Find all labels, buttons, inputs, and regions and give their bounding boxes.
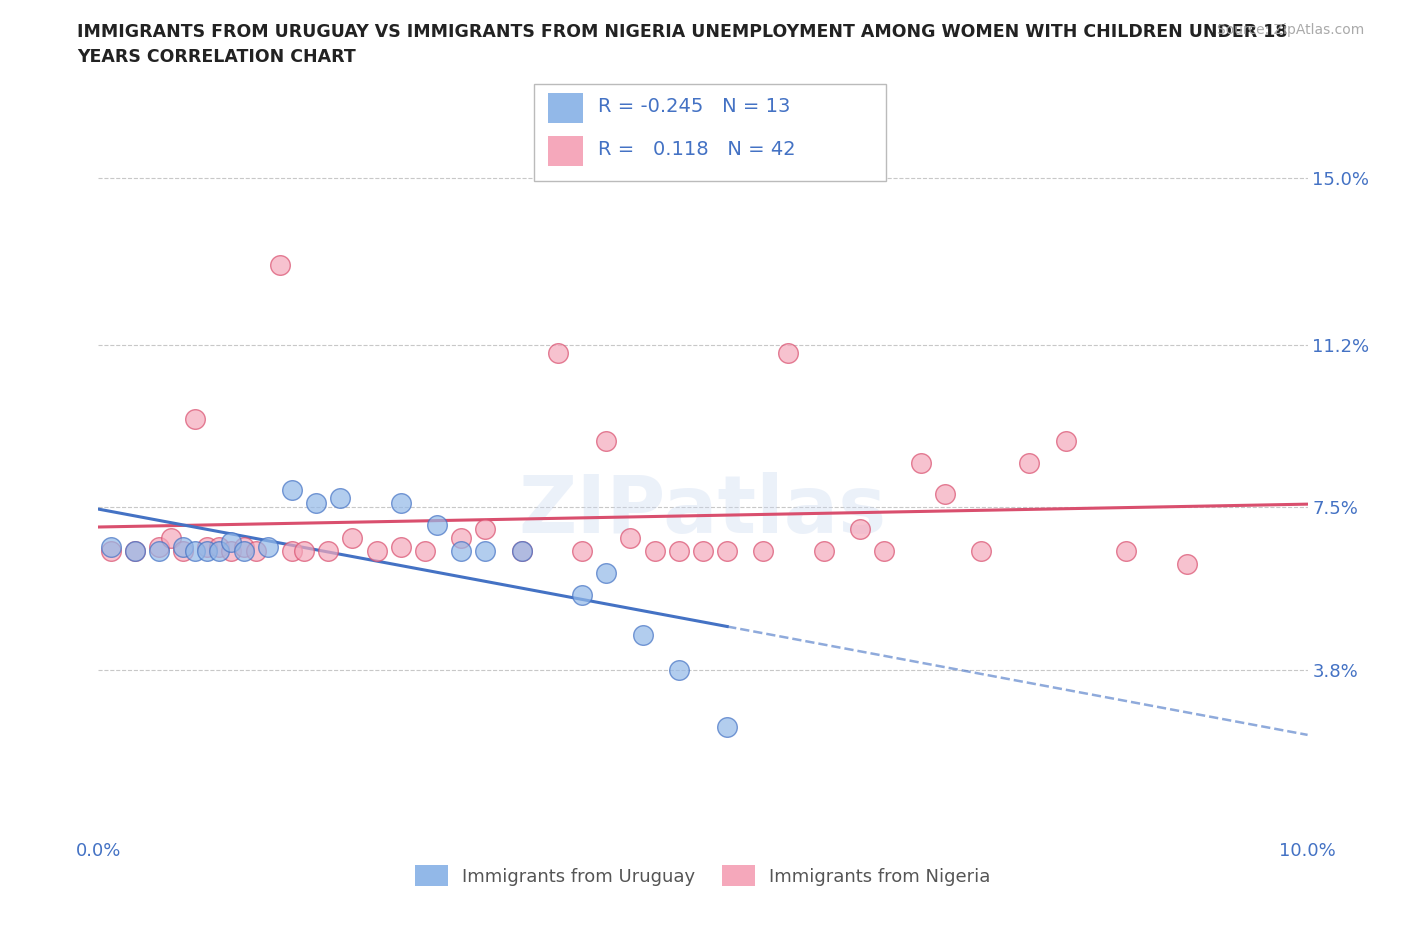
- Point: [595, 565, 617, 580]
- Point: [208, 539, 231, 554]
- Point: [692, 544, 714, 559]
- Point: [221, 544, 243, 559]
- Point: [281, 483, 304, 498]
- Text: Source: ZipAtlas.com: Source: ZipAtlas.com: [1216, 23, 1364, 37]
- Point: [124, 544, 146, 559]
- Point: [776, 346, 799, 361]
- Point: [195, 544, 218, 559]
- Point: [813, 544, 835, 559]
- Text: R = -0.245   N = 13: R = -0.245 N = 13: [598, 98, 790, 116]
- Point: [184, 412, 207, 427]
- Point: [716, 544, 738, 559]
- Point: [292, 544, 315, 559]
- Point: [752, 544, 775, 559]
- Point: [329, 491, 352, 506]
- Point: [160, 531, 183, 546]
- Point: [510, 544, 533, 559]
- Point: [172, 544, 194, 559]
- Point: [716, 720, 738, 735]
- Point: [1054, 434, 1077, 449]
- Point: [450, 531, 472, 546]
- Point: [232, 539, 254, 554]
- Point: [232, 544, 254, 559]
- Legend: Immigrants from Uruguay, Immigrants from Nigeria: Immigrants from Uruguay, Immigrants from…: [408, 858, 998, 893]
- Point: [100, 544, 122, 559]
- Point: [619, 531, 641, 546]
- Point: [172, 539, 194, 554]
- Point: [148, 544, 170, 559]
- Point: [184, 544, 207, 559]
- Point: [413, 544, 436, 559]
- Point: [148, 539, 170, 554]
- Point: [1018, 456, 1040, 471]
- Point: [281, 544, 304, 559]
- Point: [389, 496, 412, 511]
- Point: [547, 346, 569, 361]
- Point: [474, 544, 496, 559]
- Point: [631, 628, 654, 643]
- Point: [316, 544, 339, 559]
- Point: [571, 588, 593, 603]
- Point: [571, 544, 593, 559]
- Point: [426, 517, 449, 532]
- Point: [910, 456, 932, 471]
- Text: R =   0.118   N = 42: R = 0.118 N = 42: [598, 140, 796, 159]
- Point: [1115, 544, 1137, 559]
- Point: [342, 531, 364, 546]
- Point: [389, 539, 412, 554]
- Text: IMMIGRANTS FROM URUGUAY VS IMMIGRANTS FROM NIGERIA UNEMPLOYMENT AMONG WOMEN WITH: IMMIGRANTS FROM URUGUAY VS IMMIGRANTS FR…: [77, 23, 1288, 66]
- Point: [595, 434, 617, 449]
- Point: [668, 544, 690, 559]
- Point: [970, 544, 993, 559]
- Point: [873, 544, 896, 559]
- Point: [474, 522, 496, 537]
- Point: [366, 544, 388, 559]
- Point: [195, 539, 218, 554]
- Point: [849, 522, 872, 537]
- Point: [124, 544, 146, 559]
- Point: [305, 496, 328, 511]
- Point: [208, 544, 231, 559]
- Text: ZIPatlas: ZIPatlas: [519, 472, 887, 550]
- Point: [510, 544, 533, 559]
- Point: [668, 662, 690, 677]
- Point: [269, 258, 291, 272]
- Point: [1175, 557, 1198, 572]
- Point: [100, 539, 122, 554]
- Point: [934, 486, 956, 501]
- Point: [450, 544, 472, 559]
- Point: [644, 544, 666, 559]
- Point: [256, 539, 278, 554]
- Point: [221, 535, 243, 550]
- Point: [245, 544, 267, 559]
